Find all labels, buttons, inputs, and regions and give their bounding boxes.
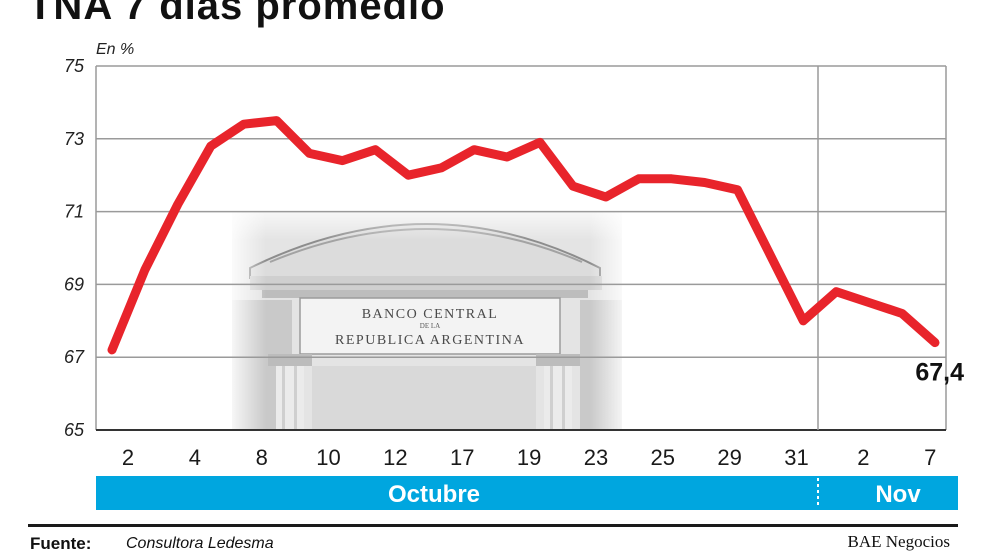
data-point bbox=[473, 149, 475, 151]
x-tick-label: 31 bbox=[784, 445, 808, 470]
x-tick-label: 4 bbox=[189, 445, 201, 470]
data-point bbox=[671, 178, 673, 180]
data-point bbox=[605, 196, 607, 198]
x-tick-label: 19 bbox=[517, 445, 541, 470]
y-tick-label: 71 bbox=[64, 202, 84, 222]
y-tick-label: 75 bbox=[64, 56, 85, 76]
data-point bbox=[835, 291, 837, 293]
data-point bbox=[506, 156, 508, 158]
sign-line-1: BANCO CENTRAL bbox=[362, 307, 499, 322]
series-line bbox=[107, 116, 940, 355]
bank-facade-illustration: BANCO CENTRAL DE LA REPUBLICA ARGENTINA bbox=[226, 200, 630, 432]
data-point bbox=[144, 269, 146, 271]
x-tick-label: 8 bbox=[256, 445, 268, 470]
data-point bbox=[243, 123, 245, 125]
y-tick-label: 73 bbox=[64, 129, 84, 149]
data-point bbox=[440, 167, 442, 169]
footer-divider bbox=[28, 524, 958, 527]
data-point bbox=[704, 182, 706, 183]
chart-title: TNA 7 días promedio bbox=[28, 0, 446, 28]
x-tick-label: 10 bbox=[316, 445, 340, 470]
x-tick-label: 29 bbox=[717, 445, 741, 470]
data-point bbox=[769, 254, 771, 256]
data-point bbox=[177, 203, 179, 205]
data-point bbox=[374, 149, 376, 151]
y-tick-label: 67 bbox=[64, 347, 85, 367]
data-point bbox=[309, 152, 310, 154]
x-tick-label: 25 bbox=[651, 445, 675, 470]
data-point bbox=[934, 342, 936, 344]
data-point bbox=[737, 189, 738, 191]
data-point bbox=[276, 120, 278, 122]
source-name: Consultora Ledesma bbox=[126, 535, 274, 552]
month-label-octubre: Octubre bbox=[388, 481, 480, 508]
y-tick-label: 69 bbox=[64, 274, 84, 294]
y-tick-label: 65 bbox=[64, 420, 85, 440]
data-point bbox=[210, 145, 212, 147]
publisher-credit: BAE Negocios bbox=[847, 532, 950, 551]
data-point bbox=[539, 141, 541, 143]
x-tick-label: 7 bbox=[924, 445, 936, 470]
x-tick-label: 2 bbox=[122, 445, 134, 470]
data-point bbox=[572, 185, 574, 187]
month-band bbox=[96, 476, 958, 510]
data-point bbox=[341, 160, 343, 162]
data-point bbox=[802, 320, 804, 322]
x-tick-label: 17 bbox=[450, 445, 474, 470]
data-point bbox=[407, 174, 409, 176]
x-tick-label: 12 bbox=[383, 445, 407, 470]
data-point bbox=[111, 349, 113, 351]
data-point bbox=[868, 302, 870, 304]
end-value-label: 67,4 bbox=[915, 359, 964, 387]
data-point bbox=[901, 313, 903, 314]
sign-line-3: REPUBLICA ARGENTINA bbox=[335, 333, 525, 348]
x-tick-label: 23 bbox=[584, 445, 608, 470]
sign-line-2: DE LA bbox=[420, 322, 440, 330]
month-label-nov: Nov bbox=[875, 481, 921, 508]
x-tick-label: 2 bbox=[857, 445, 869, 470]
data-point bbox=[638, 178, 640, 180]
y-unit-label: En % bbox=[96, 41, 134, 58]
source-label: Fuente: bbox=[30, 534, 92, 553]
